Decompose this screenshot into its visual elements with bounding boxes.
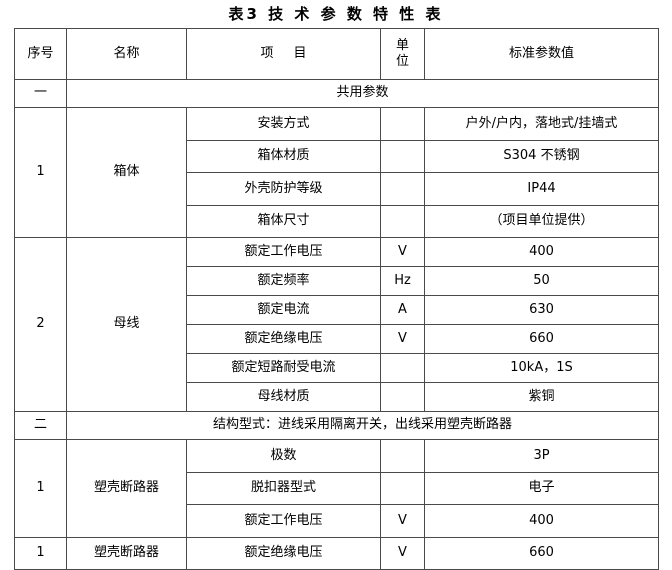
row-item: 额定短路耐受电流 <box>186 353 381 383</box>
row-item: 额定工作电压 <box>186 237 381 267</box>
row-unit: V <box>380 504 425 538</box>
row-unit <box>380 107 425 141</box>
table-row: 2 母线 额定工作电压 V 400 <box>14 237 659 412</box>
row-unit <box>380 353 425 383</box>
row-item: 极数 <box>186 439 381 473</box>
table-row: 额定短路耐受电流 10kA，1S <box>15 353 659 383</box>
table-row: 1 箱体 安装方式 户外/户内，落地式/挂墙式 <box>14 107 659 238</box>
section-band-row: 二 结构型式：进线采用隔离开关，出线采用塑壳断路器 <box>14 411 659 440</box>
row-value: 10kA，1S <box>424 353 659 383</box>
header-cell-item: 项目 <box>186 28 381 80</box>
section-label: 共用参数 <box>66 79 659 108</box>
table-row: 额定电流 A 630 <box>15 295 659 325</box>
row-value: 630 <box>424 295 659 325</box>
group-seq: 1 <box>14 439 67 538</box>
group-seq: 1 <box>14 107 67 238</box>
row-item: 额定频率 <box>186 266 381 296</box>
row-value: 3P <box>424 439 659 473</box>
table-row: 脱扣器型式 电子 <box>15 471 659 505</box>
table-row: 1 塑壳断路器 极数 3P <box>14 439 659 538</box>
group-name: 塑壳断路器 <box>66 536 187 570</box>
row-item: 额定工作电压 <box>186 504 381 538</box>
row-item: 安装方式 <box>186 107 381 141</box>
group-seq: 1 <box>14 536 67 570</box>
table-row: 额定工作电压 V 400 <box>15 504 659 538</box>
header-cell-value: 标准参数值 <box>424 28 659 80</box>
row-unit: A <box>380 295 425 325</box>
row-value: 400 <box>424 237 659 267</box>
section-seq: 一 <box>14 79 67 108</box>
row-unit <box>380 204 425 238</box>
table-row: 箱体尺寸 （项目单位提供） <box>15 204 659 238</box>
row-value: （项目单位提供） <box>424 204 659 238</box>
row-unit: V <box>380 237 425 267</box>
row-unit: Hz <box>380 266 425 296</box>
table-header-row: 序号 名称 项目 单位 标准参数值 <box>14 28 659 80</box>
spec-table-wrapper: 序号 名称 项目 单位 标准参数值 一 共用参数 1 箱体 安装方式 <box>14 28 659 570</box>
section-label: 结构型式：进线采用隔离开关，出线采用塑壳断路器 <box>66 411 659 440</box>
section-band-row: 一 共用参数 <box>14 79 659 108</box>
group-seq: 2 <box>14 237 67 412</box>
header-unit-line1: 单 <box>395 37 409 53</box>
row-unit <box>380 382 425 412</box>
row-unit <box>380 439 425 473</box>
row-unit: V <box>380 536 425 570</box>
page-title: 表3 技 术 参 数 特 性 表 <box>228 5 444 23</box>
row-value: 400 <box>424 504 659 538</box>
table-row: 1 塑壳断路器 额定绝缘电压 V 660 <box>14 536 659 570</box>
row-value: IP44 <box>424 172 659 206</box>
group-name: 塑壳断路器 <box>66 439 187 538</box>
table-row: 母线材质 紫铜 <box>15 382 659 412</box>
row-item: 额定绝缘电压 <box>186 324 381 354</box>
header-cell-unit: 单位 <box>380 28 425 80</box>
row-value: 户外/户内，落地式/挂墙式 <box>424 107 659 141</box>
header-item-part2: 目 <box>293 45 307 61</box>
technical-parameter-table: 序号 名称 项目 单位 标准参数值 一 共用参数 1 箱体 安装方式 <box>14 28 659 570</box>
row-item: 箱体材质 <box>186 139 381 173</box>
row-unit <box>380 471 425 505</box>
row-value: 660 <box>424 536 659 570</box>
table-row: 额定绝缘电压 V 660 <box>15 324 659 354</box>
header-unit-line2: 位 <box>395 54 409 69</box>
header-cell-seq: 序号 <box>14 28 67 80</box>
group-name: 箱体 <box>66 107 187 238</box>
row-value: 电子 <box>424 471 659 505</box>
row-item: 脱扣器型式 <box>186 471 381 505</box>
table-row: 外壳防护等级 IP44 <box>15 172 659 206</box>
row-value: S304 不锈钢 <box>424 139 659 173</box>
row-value: 50 <box>424 266 659 296</box>
row-unit <box>380 139 425 173</box>
header-cell-name: 名称 <box>66 28 187 80</box>
row-unit <box>380 172 425 206</box>
row-value: 紫铜 <box>424 382 659 412</box>
table-row: 额定频率 Hz 50 <box>15 266 659 296</box>
section-seq: 二 <box>14 411 67 440</box>
document-page: 表3 技 术 参 数 特 性 表 序号 名称 项目 单位 标准参数值 一 共用参… <box>14 5 659 570</box>
row-item: 母线材质 <box>186 382 381 412</box>
row-item: 箱体尺寸 <box>186 204 381 238</box>
row-item: 额定电流 <box>186 295 381 325</box>
group-name: 母线 <box>66 237 187 412</box>
row-unit: V <box>380 324 425 354</box>
row-item: 额定绝缘电压 <box>186 536 381 570</box>
header-item-part1: 项 <box>260 45 274 61</box>
row-value: 660 <box>424 324 659 354</box>
row-item: 外壳防护等级 <box>186 172 381 206</box>
